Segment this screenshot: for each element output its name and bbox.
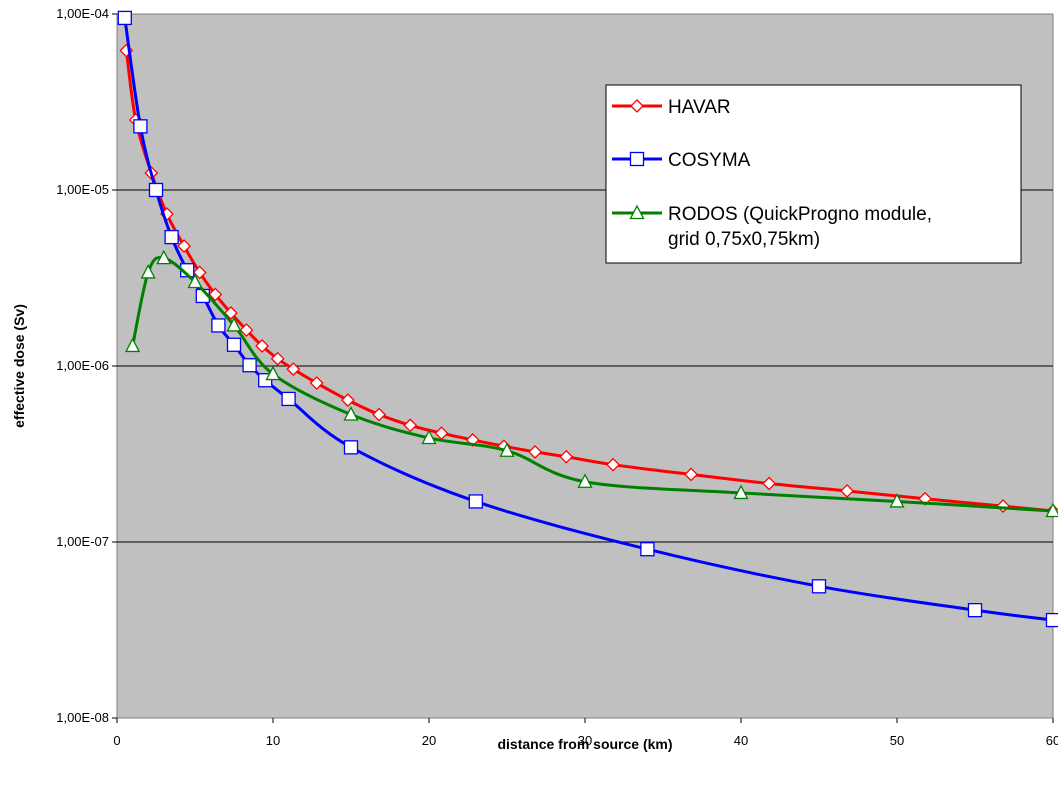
data-point-triangle: [1045, 502, 1058, 518]
x-tick-label: 30: [578, 733, 592, 748]
data-point-diamond: [684, 467, 698, 482]
data-point-triangle: [577, 473, 593, 488]
data-point-diamond: [192, 265, 207, 280]
x-tick-label: 60: [1046, 733, 1058, 748]
data-point-square: [1045, 612, 1058, 628]
legend-box: [605, 84, 1022, 264]
data-point-square: [343, 440, 359, 455]
data-point-diamond: [286, 362, 301, 377]
legend: HAVAR COSYMA RODOS (QuickProgno module, gri…: [605, 84, 1022, 264]
data-point-triangle: [226, 317, 242, 332]
data-point-triangle: [140, 264, 156, 279]
data-point-square: [226, 337, 242, 352]
series-layer: [117, 10, 1058, 628]
legend-label: RODOS (QuickProgno module,: [668, 204, 932, 225]
legend-label: grid 0,75x0,75km): [668, 229, 820, 250]
data-point-diamond: [208, 287, 223, 302]
data-point-triangle: [733, 484, 749, 500]
data-point-diamond: [270, 351, 285, 366]
legend-label: COSYMA: [668, 150, 751, 171]
data-point-square: [211, 318, 226, 333]
x-tick-label: 10: [266, 733, 280, 748]
data-point-diamond: [840, 484, 854, 498]
series-rodos: [125, 249, 1058, 518]
y-tick-label: 1,00E-04: [56, 6, 109, 21]
data-point-diamond: [528, 444, 542, 459]
legend-entry: RODOS (QuickProgno module, grid 0,75x0,75…: [612, 204, 932, 250]
data-point-square: [281, 391, 296, 407]
y-axis-title: effective dose (Sv): [11, 304, 27, 428]
y-tick-label: 1,00E-07: [56, 534, 109, 549]
data-point-triangle: [343, 406, 359, 421]
series-line: [131, 256, 1054, 513]
data-point-square: [242, 358, 257, 373]
data-point-square: [164, 229, 179, 245]
legend-entry: HAVAR: [612, 97, 731, 118]
data-point-diamond: [177, 239, 191, 254]
data-point-triangle: [265, 365, 281, 381]
x-tick-label: 0: [113, 733, 120, 748]
data-point-triangle: [421, 429, 437, 445]
data-point-diamond: [762, 476, 776, 491]
legend-swatch-square: [629, 151, 645, 167]
data-point-diamond: [559, 449, 574, 464]
data-point-triangle: [125, 337, 141, 353]
y-tick-label: 1,00E-06: [56, 358, 109, 373]
x-tick-label: 20: [422, 733, 436, 748]
data-point-triangle: [889, 493, 905, 508]
data-point-diamond: [403, 418, 418, 433]
y-axis-ticks: 1,00E-08 1,00E-07 1,00E-06 1,00E-05 1,00E-04: [56, 6, 117, 725]
legend-swatch-triangle: [629, 204, 645, 220]
data-point-diamond: [372, 407, 386, 422]
data-point-square: [967, 603, 983, 618]
data-point-square: [640, 542, 655, 557]
series-line: [124, 50, 1054, 513]
data-point-square: [133, 119, 148, 134]
x-axis-title: distance from source (km): [497, 736, 672, 752]
data-point-diamond: [606, 457, 620, 472]
x-axis-ticks: 0 10 20 30 40 50 60: [113, 718, 1058, 748]
x-tick-label: 40: [734, 733, 748, 748]
legend-entry: COSYMA: [612, 150, 751, 171]
data-point-diamond: [255, 339, 269, 353]
data-point-square: [811, 579, 827, 594]
x-tick-label: 50: [890, 733, 904, 748]
data-point-diamond: [340, 393, 355, 408]
data-point-triangle: [499, 442, 515, 457]
data-point-triangle: [156, 249, 172, 265]
data-point-diamond: [309, 376, 324, 390]
data-point-triangle: [187, 273, 203, 289]
legend-label: HAVAR: [668, 97, 731, 118]
data-point-square: [148, 182, 164, 198]
data-point-square: [117, 10, 132, 26]
y-tick-label: 1,00E-08: [56, 710, 109, 725]
data-point-diamond: [239, 323, 254, 337]
data-point-square: [468, 494, 483, 509]
y-tick-label: 1,00E-05: [56, 182, 109, 197]
legend-swatch-diamond: [630, 99, 644, 113]
